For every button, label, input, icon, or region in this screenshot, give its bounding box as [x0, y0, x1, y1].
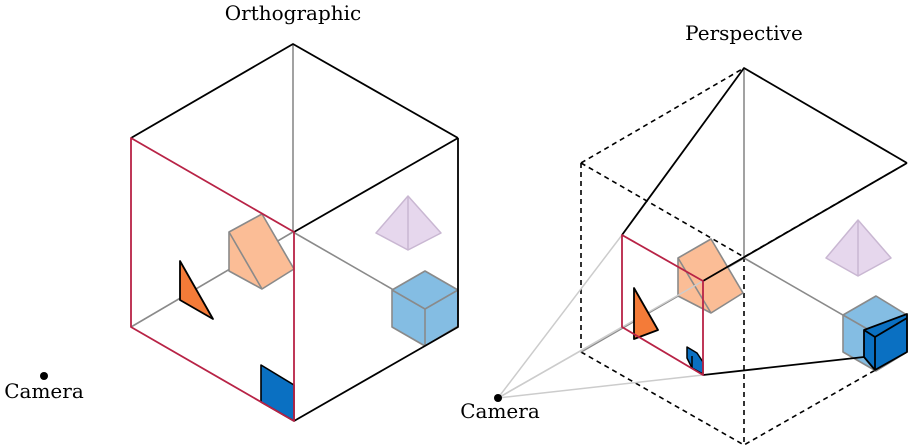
persp-dashed-cube: [580, 67, 908, 446]
ortho-pyramid: [375, 195, 442, 251]
ortho-projected-triangle: [179, 260, 214, 320]
persp-camera-rays: [497, 234, 704, 399]
persp-camera-label: Camera: [460, 399, 540, 423]
perspective-title: Perspective: [685, 21, 803, 45]
ortho-image-plane: [130, 137, 295, 422]
ortho-camera-dot: [40, 372, 48, 380]
persp-frustum-edges: [621, 67, 908, 376]
persp-image-plane: [621, 234, 704, 376]
ortho-projected-square: [260, 364, 295, 422]
ortho-cube-edges: [130, 43, 459, 422]
persp-pyramid: [825, 219, 892, 277]
ortho-cube: [391, 270, 459, 347]
persp-projected-triangle: [633, 287, 659, 340]
ortho-prism: [228, 213, 295, 290]
orthographic-title: Orthographic: [225, 1, 361, 25]
orthographic-view: Orthographic: [4, 1, 459, 422]
persp-front-box: [863, 313, 908, 371]
persp-camera-dot: [494, 394, 502, 402]
ortho-camera-label: Camera: [4, 379, 84, 403]
perspective-view: Perspective: [460, 21, 908, 446]
